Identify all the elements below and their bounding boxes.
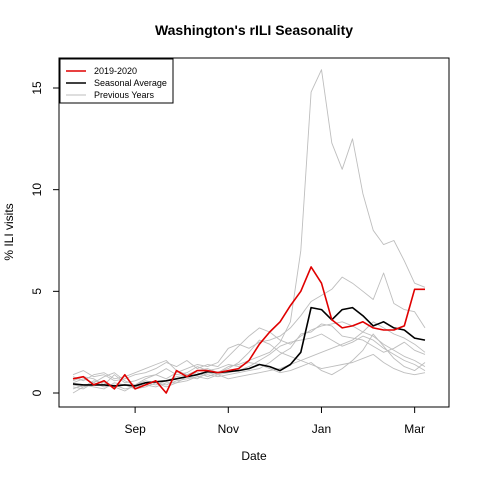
x-tick-label-2: Jan [312,422,331,436]
chart-title: Washington's rILI Seasonality [155,22,353,38]
series-line-1 [72,306,426,387]
y-tick-label-1: 5 [30,288,44,295]
legend-label-1: Seasonal Average [94,78,167,88]
series-line-4 [72,321,426,382]
x-tick-label-3: Mar [404,422,425,436]
series-line-0 [72,266,425,394]
series-line-8 [72,339,426,382]
y-axis-label: % ILI visits [2,203,16,260]
x-axis: Sep Nov Jan Mar [124,407,425,436]
plot-frame [58,57,450,408]
legend-box [59,58,174,104]
legend: 2019-2020 Seasonal Average Previous Years [59,58,174,104]
series-line-5 [72,323,426,390]
series-line-3 [72,272,426,386]
y-tick-label-0: 0 [30,389,44,396]
x-tick-label-0: Sep [124,422,146,436]
series-layer [72,69,426,394]
x-tick-label-1: Nov [218,422,239,436]
series-line-2 [72,69,426,390]
series-line-7 [72,321,426,394]
legend-label-0: 2019-2020 [94,66,137,76]
y-axis: 0 5 10 15 [30,81,59,396]
y-tick-label-2: 10 [30,183,44,197]
legend-label-2: Previous Years [94,90,155,100]
x-axis-label: Date [241,449,267,463]
y-tick-label-3: 15 [30,81,44,95]
